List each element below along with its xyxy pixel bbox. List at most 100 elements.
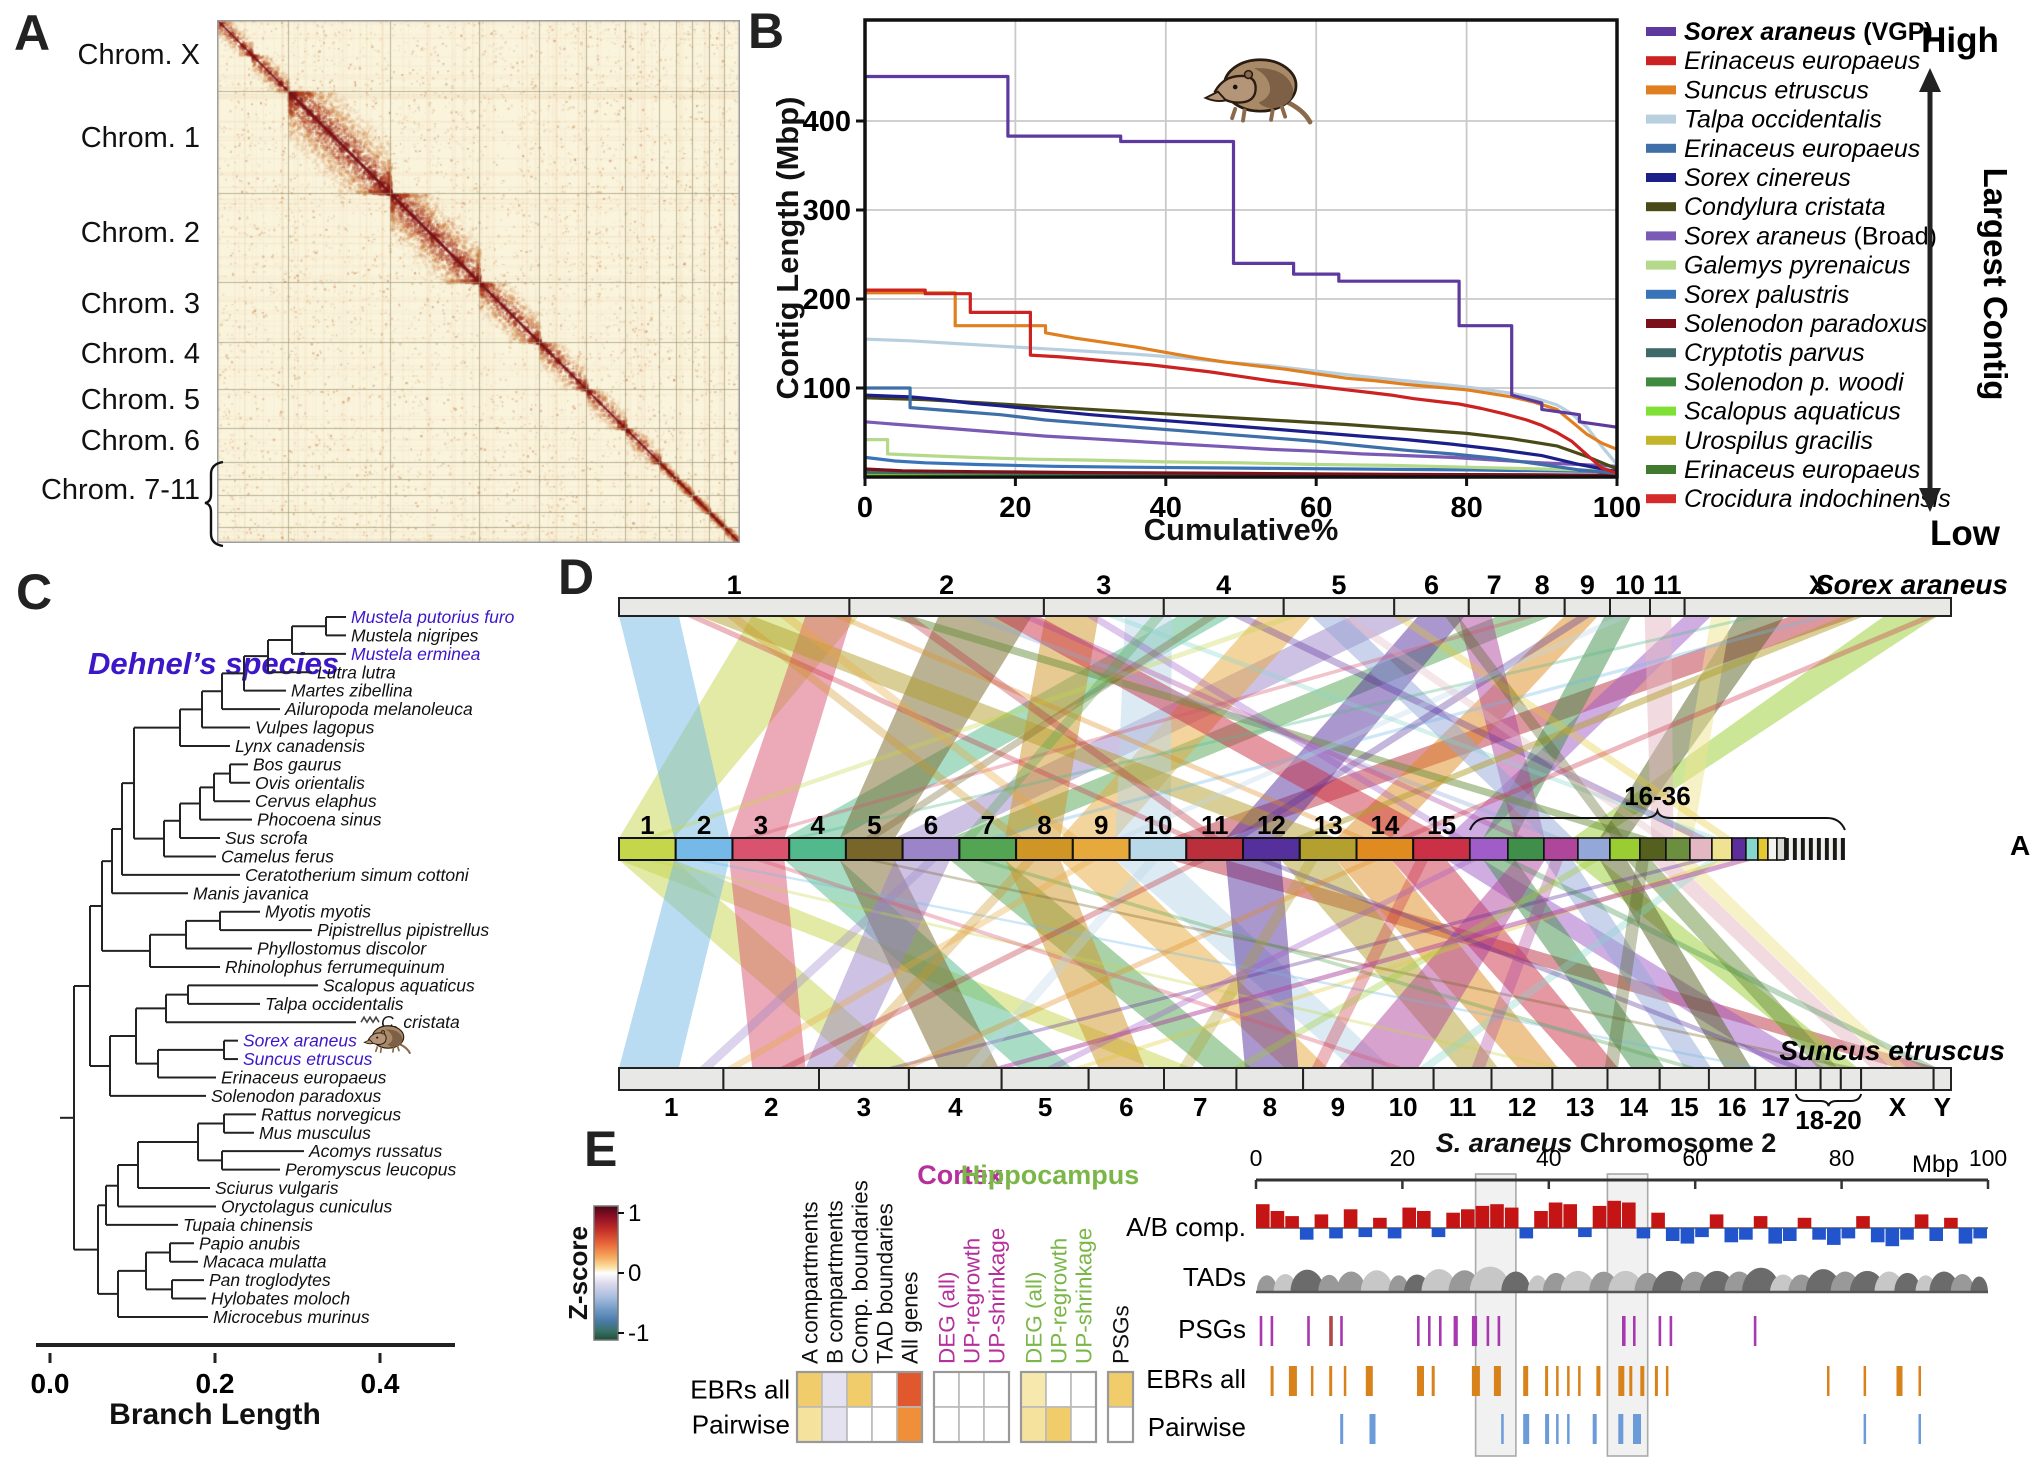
- bottom-chrom-9: [1302, 1067, 1374, 1091]
- tree-leaf-label: Macaca mulatta: [203, 1252, 327, 1272]
- top-chrom-10: [1609, 597, 1651, 617]
- heatmap-col-label-9: UP-regrowth: [1047, 1238, 1072, 1364]
- tree-leaf-label: Mustela nigripes: [351, 625, 479, 645]
- synteny-ribbon-bottom: [965, 860, 1159, 1068]
- pairwise-mark: [1369, 1414, 1376, 1444]
- anc-chrom-label-4: 4: [810, 810, 825, 840]
- ebr-mark: [1288, 1366, 1297, 1396]
- ebr-mark: [1545, 1366, 1549, 1396]
- tree-leaf-label: Mustela putorius furo: [351, 607, 515, 627]
- anc-stripe: [1804, 838, 1809, 860]
- pairwise-mark: [1567, 1414, 1570, 1444]
- mbp-tick-label: 60: [1682, 1145, 1708, 1171]
- track-label-2: PSGs: [1178, 1314, 1246, 1344]
- top-chrom-label-1: 1: [727, 570, 742, 600]
- bottom-chrom-label-1: 1: [664, 1092, 678, 1122]
- synteny-ribbon-top: [864, 616, 1219, 838]
- largest-contig-label: Largest Contig: [1977, 168, 2014, 401]
- chrom-7-11-bracket: [204, 460, 224, 548]
- synteny-ribbon-bottom: [974, 860, 1698, 1068]
- chrom-label-7: Chrom. 7-11: [40, 474, 200, 506]
- tree-leaf-label: Vulpes lagopus: [255, 718, 375, 738]
- ab-bar-pos: [1314, 1214, 1329, 1228]
- anc-chrom-label-1: 1: [640, 810, 654, 840]
- panel-e-label: E: [584, 1121, 618, 1177]
- synteny-ribbon-top: [1105, 616, 1720, 838]
- zcell-r1-c9: [1045, 1406, 1072, 1443]
- ebr-mark: [1629, 1366, 1633, 1396]
- anc-chrom-2: [674, 837, 734, 861]
- synteny-ribbon-top: [1599, 616, 1785, 838]
- anc-chrom-24: [1711, 837, 1733, 861]
- anc-chrom-1: [618, 837, 677, 861]
- legend-label-12: Solenodon p. woodi: [1684, 368, 1905, 396]
- ab-bar-pos: [1504, 1207, 1519, 1228]
- tad-arc: [1469, 1266, 1511, 1292]
- bottom-chrom-X: [1860, 1067, 1935, 1091]
- c-axis-tick-label: 0.4: [361, 1368, 400, 1399]
- synteny-ribbon-bottom: [1178, 860, 1318, 1068]
- psg-mark: [1340, 1316, 1343, 1346]
- anc-chrom-4: [788, 837, 847, 861]
- tree-leaf-label: Scalopus aquaticus: [323, 975, 475, 995]
- synteny-ribbon-bottom: [1599, 860, 1752, 1068]
- synteny-ribbon-bottom: [753, 860, 1405, 1068]
- top-chrom-6: [1393, 597, 1470, 617]
- ab-bar-pos: [1944, 1217, 1958, 1228]
- anc-stripe: [1796, 838, 1801, 860]
- series-condylura-cristata: [864, 396, 1618, 471]
- legend-swatch-13: [1646, 406, 1676, 416]
- anc-chrom-10: [1128, 837, 1188, 861]
- synteny-ribbon-bottom: [1544, 860, 1712, 1068]
- cortex-header: Cortex: [917, 1160, 1003, 1190]
- chrom2-title-species: S. araneus: [1435, 1128, 1573, 1158]
- anc-chrom-23: [1689, 837, 1713, 861]
- synteny-ribbon-top: [986, 616, 1832, 838]
- anc-chrom-22: [1665, 837, 1691, 861]
- b-x-axis-title: Cumulative%: [1143, 512, 1339, 547]
- anc-stripe: [1792, 838, 1797, 860]
- tad-arc: [1318, 1274, 1341, 1292]
- pairwise-mark: [1501, 1414, 1504, 1444]
- anc-chrom-label-11: 11: [1201, 810, 1229, 840]
- ebr-mark: [1918, 1366, 1921, 1396]
- tad-arc: [1256, 1275, 1278, 1292]
- tree-leaf-label: Myotis myotis: [265, 902, 371, 922]
- top-chrom-X: [1683, 597, 1952, 617]
- anc-stripe: [1828, 838, 1833, 860]
- bottom-chrom-label-4: 4: [948, 1092, 963, 1122]
- ab-bar-neg: [1387, 1228, 1402, 1239]
- ab-bar-neg: [1636, 1228, 1651, 1239]
- hic-contact-map: [217, 20, 740, 543]
- tree-leaf-label: Pipistrellus pipistrellus: [317, 920, 489, 940]
- tree-leaf-label: Phocoena sinus: [257, 810, 382, 830]
- ab-bar-neg: [1958, 1228, 1973, 1244]
- top-chrom-label-X: X: [1809, 570, 1827, 600]
- legend-swatch-4: [1646, 143, 1676, 153]
- ab-bar-neg: [1680, 1228, 1695, 1244]
- synteny-ribbon-bottom: [1471, 860, 1563, 1068]
- anc-chrom-7: [958, 837, 1018, 861]
- ebr-mark: [1640, 1366, 1645, 1396]
- bottom-chrom-label-X: X: [1889, 1092, 1907, 1122]
- tree-leaf-label: Pan troglodytes: [209, 1270, 331, 1290]
- ebr-mark: [1596, 1366, 1601, 1396]
- mbp-unit-label: Mbp: [1912, 1151, 1959, 1178]
- legend-swatch-0: [1646, 27, 1676, 36]
- zgroup-outline: [795, 1370, 924, 1444]
- anc-chrom-13: [1298, 837, 1358, 861]
- zcell-r1-c10: [1070, 1406, 1097, 1443]
- zgroup-outline: [932, 1370, 1011, 1444]
- synteny-ribbon-top: [1311, 616, 1573, 838]
- synteny-ribbon-top: [1293, 616, 1865, 838]
- tree-leaf-label: Sus scrofa: [225, 828, 308, 848]
- synteny-ribbon-bottom: [1231, 860, 1600, 1068]
- anc-stripe: [1832, 838, 1837, 860]
- legend-label-8: Galemys pyrenaicus: [1684, 252, 1910, 280]
- tad-arc: [1608, 1270, 1644, 1292]
- ebr-mark: [1431, 1366, 1435, 1396]
- anc-chrom-label-10: 10: [1144, 810, 1173, 840]
- anc-stripe: [1816, 838, 1821, 860]
- ab-bar-neg: [1885, 1228, 1900, 1247]
